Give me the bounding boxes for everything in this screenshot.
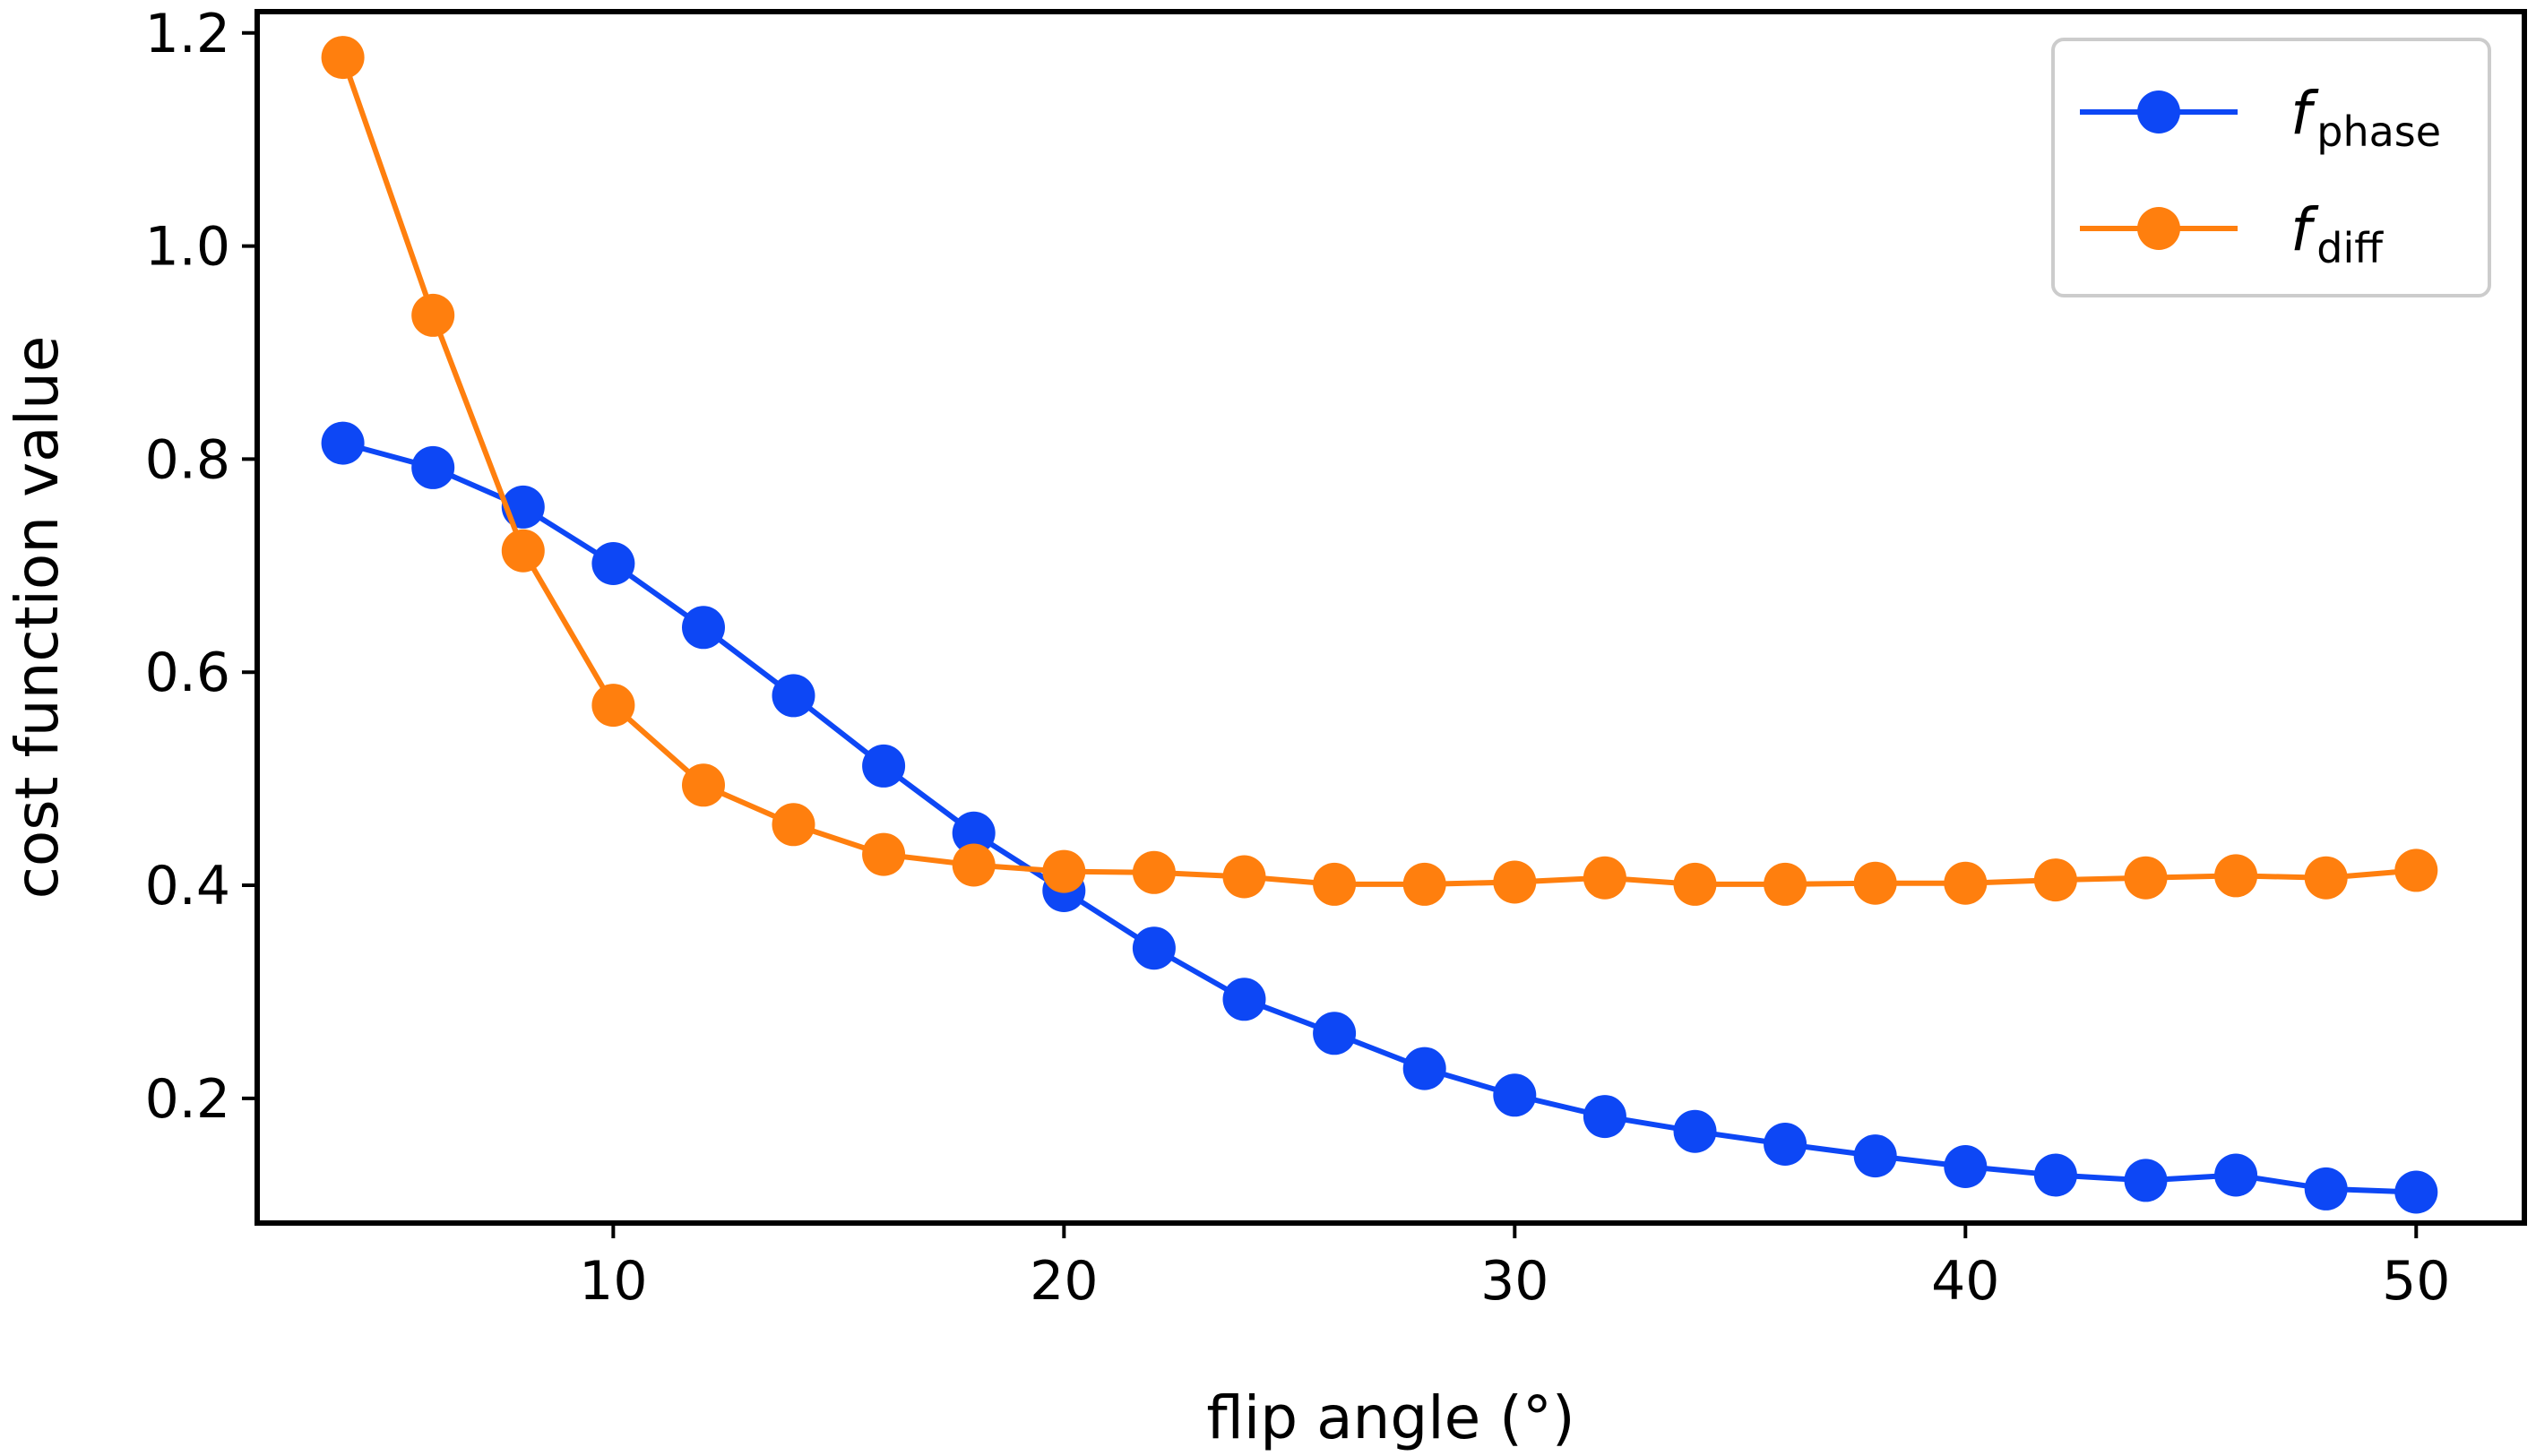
plot-area-frame: [254, 9, 2527, 1226]
y-tick-label: 1.0: [145, 216, 230, 279]
y-tick-label: 0.4: [145, 855, 230, 918]
data-point-diff: [1222, 855, 1266, 899]
x-tick-label: 30: [1480, 1250, 1548, 1313]
data-point-diff: [1402, 862, 1446, 906]
series-line-phase: [341, 440, 2417, 1195]
data-point-phase: [411, 445, 455, 489]
data-point-diff: [321, 36, 365, 80]
legend-marker-phase: [2137, 90, 2180, 134]
data-point-phase: [682, 606, 725, 650]
y-tick-label: 0.6: [145, 642, 230, 704]
x-tick-label: 50: [2382, 1250, 2450, 1313]
data-point-phase: [1583, 1095, 1626, 1139]
data-point-diff: [1493, 860, 1537, 904]
data-point-phase: [2033, 1153, 2077, 1197]
data-point-diff: [1944, 861, 1988, 905]
data-point-phase: [2124, 1159, 2168, 1202]
y-axis-label: cost function value: [3, 336, 72, 900]
y-axis: 0.2 0.4 0.6 0.8 1.0 1.2: [145, 3, 257, 1131]
x-axis-label: flip angle (°): [1206, 1383, 1574, 1452]
data-point-phase: [2304, 1167, 2348, 1210]
data-point-diff: [2033, 858, 2077, 902]
data-point-phase: [1673, 1109, 1717, 1153]
data-point-phase: [591, 542, 635, 585]
data-point-phase: [1402, 1047, 1446, 1090]
data-point-diff: [2394, 849, 2438, 892]
data-point-phase: [1853, 1134, 1897, 1178]
data-point-diff: [682, 763, 725, 807]
data-point-diff: [2124, 856, 2168, 900]
data-point-diff: [952, 843, 996, 887]
x-tick-label: 20: [1030, 1250, 1098, 1313]
data-point-diff: [1583, 856, 1626, 900]
data-point-diff: [1853, 861, 1897, 905]
data-point-diff: [1313, 862, 1357, 906]
data-point-phase: [2394, 1170, 2438, 1214]
data-point-phase: [1944, 1145, 1988, 1188]
x-axis: 10 20 30 40 50: [579, 1223, 2450, 1313]
data-point-diff: [501, 529, 545, 573]
data-point-diff: [772, 803, 815, 847]
data-point-phase: [1493, 1073, 1537, 1117]
data-point-diff: [1132, 850, 1176, 894]
legend-box: [2051, 38, 2491, 297]
data-point-diff: [862, 832, 906, 876]
y-tick-label: 1.2: [145, 3, 230, 65]
series-layer: [321, 36, 2438, 1214]
data-point-phase: [1313, 1012, 1357, 1055]
data-point-phase: [2214, 1153, 2258, 1197]
data-point-diff: [411, 293, 455, 337]
legend-marker-diff: [2137, 207, 2180, 250]
data-point-phase: [862, 744, 906, 788]
data-point-phase: [1132, 926, 1176, 970]
y-tick-label: 0.2: [145, 1068, 230, 1131]
data-point-diff: [1673, 862, 1717, 906]
data-point-diff: [591, 684, 635, 728]
data-point-phase: [772, 674, 815, 718]
y-tick-label: 0.8: [145, 428, 230, 491]
data-point-diff: [2304, 856, 2348, 900]
legend-label-phase: f phase: [2290, 79, 2441, 156]
data-point-diff: [1042, 849, 1086, 893]
data-point-phase: [1764, 1123, 1807, 1166]
data-point-diff: [2214, 854, 2258, 898]
x-tick-label: 40: [1931, 1250, 1999, 1313]
data-point-phase: [952, 811, 996, 855]
x-tick-label: 10: [579, 1250, 647, 1313]
data-point-diff: [1764, 862, 1807, 906]
data-point-phase: [1222, 978, 1266, 1021]
data-point-phase: [321, 421, 365, 465]
